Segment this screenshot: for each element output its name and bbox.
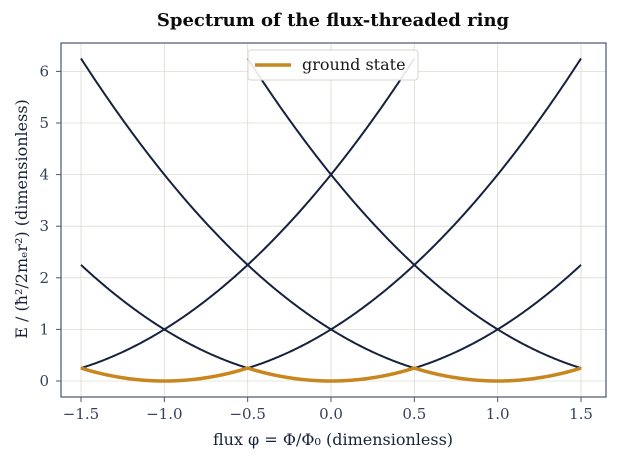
- x-tick-label: 1.0: [486, 405, 510, 423]
- y-tick-label: 5: [39, 114, 49, 132]
- legend-label-ground-state: ground state: [302, 55, 406, 74]
- y-axis-label: E / (ħ²/2mₑr²) (dimensionless): [12, 99, 31, 339]
- y-tick-label: 0: [39, 372, 49, 390]
- chart-title: Spectrum of the flux-threaded ring: [157, 10, 510, 31]
- x-tick-label: −0.5: [229, 405, 265, 423]
- legend: ground state: [247, 49, 419, 81]
- y-tick-label: 4: [39, 166, 49, 184]
- y-tick-label: 3: [39, 217, 49, 235]
- energy-level-m-2: [246, 57, 582, 370]
- x-axis-ticks: −1.5 −1.0 −0.5 0.0 0.5 1.0 1.5: [63, 397, 593, 423]
- energy-level-m--2: [80, 57, 416, 370]
- x-tick-label: 1.5: [569, 405, 593, 423]
- ground-state-series: [80, 366, 582, 383]
- x-tick-label: 0.5: [402, 405, 426, 423]
- y-tick-label: 6: [39, 62, 49, 80]
- x-tick-label: 0.0: [319, 405, 343, 423]
- plot-frame: [60, 42, 607, 398]
- x-tick-label: −1.0: [146, 405, 182, 423]
- x-tick-label: −1.5: [63, 405, 99, 423]
- y-tick-label: 2: [39, 269, 49, 287]
- y-axis-ticks: 0 1 2 3 4 5 6: [39, 62, 61, 390]
- x-axis-label: flux φ = Φ/Φ₀ (dimensionless): [213, 430, 453, 449]
- ground-state-line: [80, 366, 582, 383]
- legend-box: [247, 49, 419, 81]
- y-tick-label: 1: [39, 320, 49, 338]
